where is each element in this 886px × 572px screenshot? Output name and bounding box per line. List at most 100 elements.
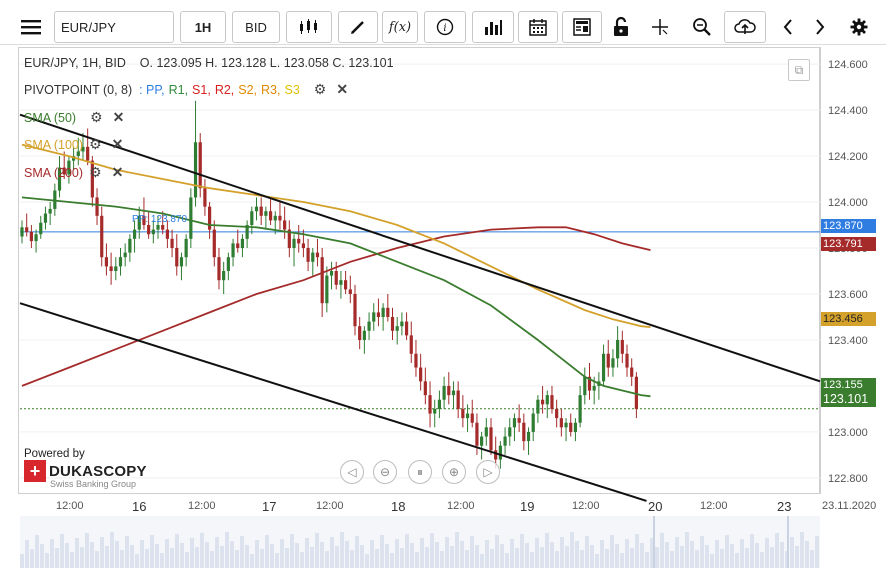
pivot-settings-icon[interactable]: ⚙ xyxy=(313,81,327,97)
timeframe-button[interactable]: 1H xyxy=(180,11,226,43)
volume-bar xyxy=(250,554,254,568)
volume-bar xyxy=(275,553,279,568)
candles-button[interactable] xyxy=(286,11,332,43)
prev-button[interactable] xyxy=(774,11,802,43)
volume-bar xyxy=(330,537,334,568)
next-button[interactable] xyxy=(806,11,834,43)
candle-body xyxy=(503,436,507,446)
candle-body xyxy=(550,395,554,409)
candle-body xyxy=(95,197,99,216)
upload-button[interactable] xyxy=(724,11,766,43)
candle-body xyxy=(404,321,409,336)
sma200-close-icon[interactable]: ✕ xyxy=(111,164,124,180)
pivot-close-icon[interactable]: ✕ xyxy=(336,81,349,97)
sma50-close-icon[interactable]: ✕ xyxy=(112,109,125,125)
zoom-button[interactable] xyxy=(684,11,720,43)
volume-bar xyxy=(580,550,584,568)
candle-body xyxy=(587,376,592,391)
pivot-label: PIVOTPOINT (0, 8) xyxy=(24,82,133,97)
candle-body xyxy=(147,225,151,235)
reset-button[interactable]: ⏸ xyxy=(408,460,432,484)
volume-button[interactable] xyxy=(472,11,514,43)
volume-bar xyxy=(200,533,204,568)
volume-bar xyxy=(130,545,134,568)
sma100-close-icon[interactable]: ✕ xyxy=(111,136,124,152)
volume-bar xyxy=(555,551,559,568)
settings-button[interactable] xyxy=(844,11,874,43)
candle-body xyxy=(226,257,230,271)
volume-bar xyxy=(680,546,684,568)
candle-body xyxy=(390,316,395,331)
volume-bar xyxy=(110,532,114,568)
candle-body xyxy=(484,427,488,437)
volume-bar xyxy=(550,542,554,568)
reset-icon: ⏸ xyxy=(416,464,423,479)
fx-button[interactable]: f(x) xyxy=(382,11,418,43)
volume-bar xyxy=(245,545,249,568)
open-value: O. 123.095 xyxy=(139,56,202,70)
volume-bar xyxy=(260,549,264,568)
volume-bar xyxy=(575,541,579,568)
pivot-item: PP, xyxy=(146,82,165,97)
volume-bar xyxy=(505,553,509,568)
candle-body xyxy=(348,289,352,294)
volume-bar xyxy=(545,533,549,568)
scroll-right-button[interactable]: ▷ xyxy=(476,460,500,484)
candle-body xyxy=(508,427,512,437)
pivot-sep: : xyxy=(139,82,143,97)
draw-button[interactable] xyxy=(338,11,378,43)
upload-icon xyxy=(734,19,756,34)
candle-body xyxy=(381,307,385,317)
volume-bar xyxy=(765,538,769,568)
volume-bar xyxy=(400,548,404,568)
sma200-settings-icon[interactable]: ⚙ xyxy=(89,164,102,180)
volume-bar xyxy=(265,535,269,568)
sma100-settings-icon[interactable]: ⚙ xyxy=(89,136,102,152)
volume-bar xyxy=(635,534,639,568)
candle-body xyxy=(76,151,80,157)
volume-bar xyxy=(540,547,544,568)
expand-button[interactable]: ⧉ xyxy=(788,59,810,81)
volume-bar xyxy=(405,534,409,568)
calendar-button[interactable] xyxy=(518,11,558,43)
sma200-label: SMA (200) xyxy=(24,165,84,180)
zoom-in-button[interactable]: ⊕ xyxy=(442,460,466,484)
volume-bar xyxy=(20,554,24,568)
volume-bar xyxy=(225,532,229,568)
sma50-line xyxy=(21,196,651,398)
brand-name: DUKASCOPY xyxy=(49,462,147,480)
expand-icon: ⧉ xyxy=(794,62,804,77)
candle-body xyxy=(184,238,188,258)
scroll-left-button[interactable]: ◁ xyxy=(340,460,364,484)
x-tick-time: 12:00 xyxy=(56,500,84,512)
high-value: H. 123.128 xyxy=(205,56,267,70)
x-tick-day: 17 xyxy=(262,499,277,514)
trendline xyxy=(19,302,647,502)
candle-body xyxy=(39,222,43,235)
volume-bar xyxy=(285,548,289,568)
symbol-select[interactable]: EUR/JPY xyxy=(54,11,174,43)
volume-bar xyxy=(625,539,629,568)
info-button[interactable]: i xyxy=(424,11,466,43)
candle-body xyxy=(320,257,324,304)
menu-icon[interactable] xyxy=(14,11,48,43)
news-button[interactable] xyxy=(562,11,602,43)
x-tick-day: 19 xyxy=(520,499,535,514)
candle-body xyxy=(231,243,235,258)
candle-body xyxy=(573,422,578,432)
lock-button[interactable] xyxy=(604,11,638,43)
candle-body xyxy=(137,215,141,230)
sma50-settings-icon[interactable]: ⚙ xyxy=(90,109,103,125)
candle-body xyxy=(25,227,29,232)
candle-body xyxy=(315,252,320,258)
candle-body xyxy=(132,229,137,239)
candle-body xyxy=(616,339,620,359)
crosshair-button[interactable] xyxy=(642,11,678,43)
candle-body xyxy=(165,229,169,239)
price-type-button[interactable]: BID xyxy=(232,11,280,43)
y-tick-label: 124.000 xyxy=(828,197,868,209)
trendlines-group xyxy=(19,113,821,502)
zoom-out-button[interactable]: ⊖ xyxy=(373,460,397,484)
candle-body xyxy=(222,271,226,281)
